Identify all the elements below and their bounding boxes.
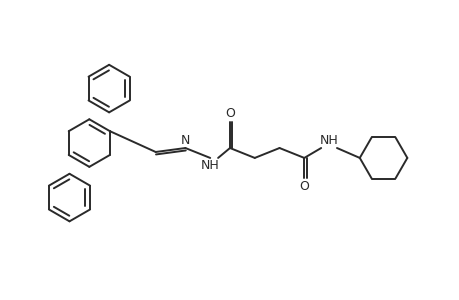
Text: O: O bbox=[224, 107, 235, 120]
Text: N: N bbox=[180, 134, 190, 147]
Text: NH: NH bbox=[319, 134, 338, 147]
Text: O: O bbox=[299, 180, 308, 193]
Text: NH: NH bbox=[201, 159, 219, 172]
